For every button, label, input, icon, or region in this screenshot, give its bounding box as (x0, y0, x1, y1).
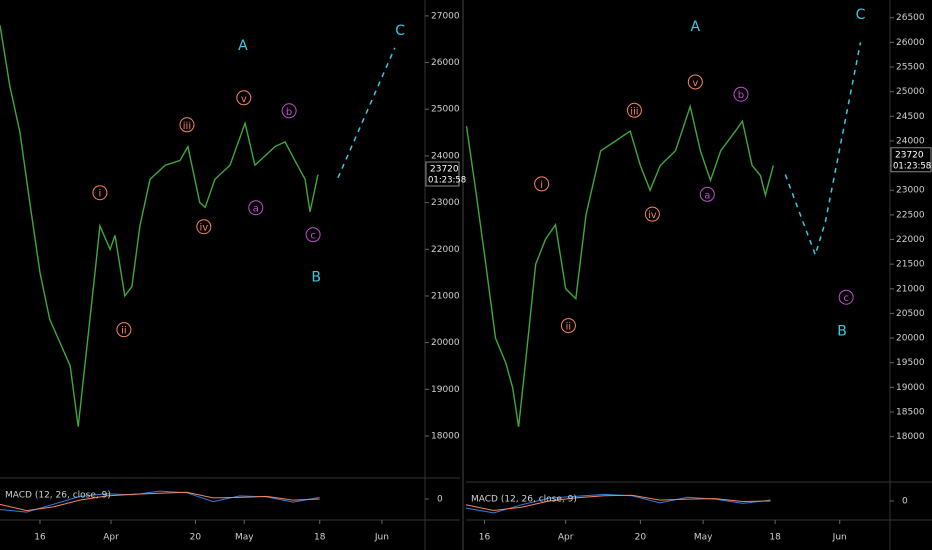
projection-line (337, 47, 396, 179)
wave-label: ii (121, 326, 127, 337)
y-tick-label: 24000 (431, 151, 460, 161)
wave-circle (305, 227, 321, 243)
wave-label: B (837, 323, 847, 339)
y-tick-label: 24000 (896, 136, 925, 146)
price-line (0, 25, 319, 427)
y-tick-label: 20000 (896, 334, 925, 344)
wave-label: B (311, 270, 321, 286)
wave-circle (116, 322, 132, 338)
y-tick-label: 21000 (896, 284, 925, 294)
wave-circle (644, 206, 660, 222)
y-tick-label: 18000 (431, 431, 460, 441)
wave-label: iii (183, 121, 191, 132)
macd-label: MACD (12, 26, close, 9) (471, 495, 577, 505)
last-price: 23720 (895, 150, 924, 160)
last-price-box (890, 147, 932, 173)
y-tick-label: 22000 (431, 245, 460, 255)
y-tick-label: 26500 (896, 13, 925, 23)
y-tick-label: 19000 (431, 385, 460, 395)
x-tick-label: 20 (190, 533, 202, 543)
macd-tick-label: 0 (902, 497, 908, 507)
wave-label: C (856, 7, 866, 23)
y-tick-label: 21000 (431, 291, 460, 301)
wave-label: b (738, 90, 744, 101)
y-tick-label: 25000 (896, 87, 925, 97)
wave-label: A (238, 38, 248, 54)
macd-line (0, 491, 320, 512)
y-tick-label: 25500 (896, 63, 925, 73)
macd-line (465, 494, 771, 512)
x-tick-label: 16 (479, 533, 491, 543)
wave-label: A (691, 19, 701, 35)
y-tick-label: 18500 (896, 408, 925, 418)
wave-label: c (310, 231, 316, 242)
y-tick-label: 22000 (896, 235, 925, 245)
x-tick-label: May (235, 533, 254, 543)
wave-circle (560, 318, 576, 334)
macd-tick-label: 0 (437, 495, 443, 505)
y-tick-label: 25000 (431, 105, 460, 115)
x-tick-label: Apr (103, 533, 119, 543)
wave-label: a (704, 190, 710, 201)
wave-label: ii (566, 322, 572, 333)
wave-circle (179, 117, 195, 133)
wave-label: C (395, 23, 405, 39)
wave-label: v (692, 78, 698, 89)
price-line (465, 103, 774, 427)
wave-circle (626, 102, 642, 118)
y-tick-label: 19000 (896, 383, 925, 393)
y-tick-label: 20000 (431, 338, 460, 348)
y-tick-label: 22500 (896, 210, 925, 220)
wave-label: i (99, 189, 102, 200)
macd-label: MACD (12, 26, close, 9) (5, 491, 111, 501)
x-tick-label: Apr (558, 533, 574, 543)
wave-circle (733, 86, 749, 102)
wave-circle (196, 219, 212, 235)
wave-circle (699, 186, 715, 202)
y-tick-label: 23000 (896, 186, 925, 196)
y-tick-label: 26000 (896, 38, 925, 48)
projection-line (784, 42, 862, 258)
y-tick-label: 26000 (431, 58, 460, 68)
y-tick-label: 23000 (431, 198, 460, 208)
x-tick-label: Jun (832, 533, 847, 543)
wave-circle (236, 90, 252, 106)
x-tick-label: 20 (635, 533, 647, 543)
wave-circle (248, 200, 264, 216)
y-tick-label: 19500 (896, 358, 925, 368)
wave-label: iii (630, 106, 638, 117)
y-tick-label: 27000 (431, 11, 460, 21)
last-price: 23720 (430, 164, 459, 174)
y-tick-label: 20500 (896, 309, 925, 319)
wave-label: c (843, 293, 849, 304)
x-tick-label: Jun (374, 533, 389, 543)
wave-circle (687, 74, 703, 90)
wave-label: b (286, 107, 292, 118)
wave-label: v (241, 94, 247, 105)
x-tick-label: 16 (34, 533, 46, 543)
x-tick-label: May (694, 533, 713, 543)
wave-label: iv (199, 223, 208, 234)
wave-circle (534, 176, 550, 192)
x-tick-label: 18 (314, 533, 326, 543)
wave-label: iv (648, 210, 657, 221)
x-tick-label: 18 (769, 533, 781, 543)
y-tick-label: 18000 (896, 432, 925, 442)
y-tick-label: 21500 (896, 260, 925, 270)
countdown: 01:23:58 (428, 175, 466, 185)
wave-label: a (253, 204, 259, 215)
last-price-box (425, 161, 460, 187)
wave-label: i (540, 180, 543, 191)
countdown: 01:23:58 (893, 161, 931, 171)
wave-circle (281, 103, 297, 119)
wave-circle (838, 289, 854, 305)
wave-circle (92, 185, 108, 201)
y-tick-label: 24500 (896, 112, 925, 122)
